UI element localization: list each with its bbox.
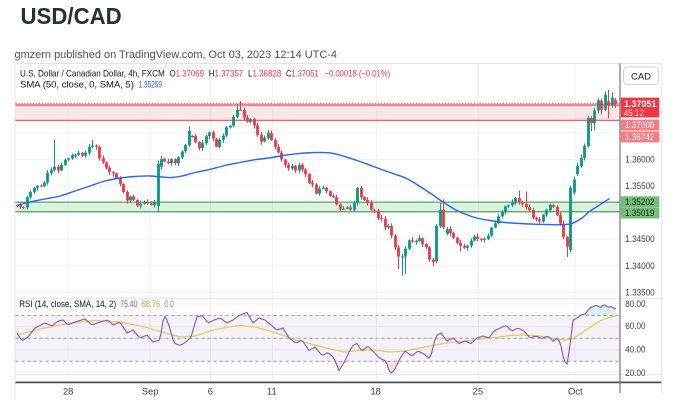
- svg-text:80.00: 80.00: [625, 299, 645, 310]
- svg-text:45:12: 45:12: [624, 108, 644, 118]
- svg-text:RSI (14, close, SMA, 14, 2): RSI (14, close, SMA, 14, 2): [19, 299, 116, 309]
- svg-text:28: 28: [63, 386, 73, 397]
- svg-text:1.34500: 1.34500: [625, 234, 654, 245]
- svg-text:11: 11: [267, 386, 277, 397]
- svg-text:20.00: 20.00: [625, 368, 645, 379]
- svg-text:1.35019: 1.35019: [625, 208, 654, 219]
- svg-text:1.33500: 1.33500: [625, 288, 654, 299]
- svg-text:Sep: Sep: [142, 386, 159, 397]
- svg-text:18: 18: [370, 386, 380, 397]
- svg-text:1.34000: 1.34000: [625, 261, 654, 272]
- svg-text:75.40: 75.40: [120, 299, 137, 309]
- svg-text:−0.00018 (−0.01%): −0.00018 (−0.01%): [325, 68, 391, 78]
- svg-text:6: 6: [208, 386, 213, 397]
- svg-text:40.00: 40.00: [625, 344, 645, 355]
- svg-text:25: 25: [473, 386, 483, 397]
- svg-text:1.35202: 1.35202: [625, 197, 654, 208]
- svg-text:60.00: 60.00: [625, 321, 645, 332]
- svg-text:68.76: 68.76: [142, 299, 161, 309]
- svg-text:1.35500: 1.35500: [625, 181, 654, 192]
- svg-text:USD/CAD: USD/CAD: [21, 3, 122, 29]
- svg-text:1.35259: 1.35259: [139, 80, 162, 90]
- svg-text:CAD: CAD: [631, 71, 651, 81]
- svg-text:H1.37357: H1.37357: [209, 68, 244, 78]
- svg-text:Oct: Oct: [568, 386, 583, 397]
- svg-text:O1.37069: O1.37069: [170, 68, 205, 78]
- svg-text:∅ ∅: ∅ ∅: [164, 299, 174, 309]
- svg-text:U.S. Dollar / Canadian Dollar,: U.S. Dollar / Canadian Dollar, 4h, FXCM: [20, 68, 165, 78]
- svg-text:L1.36828: L1.36828: [248, 68, 281, 78]
- svg-text:1.36000: 1.36000: [625, 155, 654, 166]
- svg-text:1.36742: 1.36742: [625, 132, 654, 143]
- svg-text:SMA (50, close, 0, SMA, 5): SMA (50, close, 0, SMA, 5): [20, 80, 134, 90]
- svg-text:gmzern published on TradingVie: gmzern published on TradingView.com, Oct…: [15, 49, 338, 61]
- svg-text:1.37008: 1.37008: [625, 120, 654, 131]
- svg-text:1.37051: 1.37051: [624, 99, 657, 110]
- svg-text:C1.37051: C1.37051: [286, 68, 319, 78]
